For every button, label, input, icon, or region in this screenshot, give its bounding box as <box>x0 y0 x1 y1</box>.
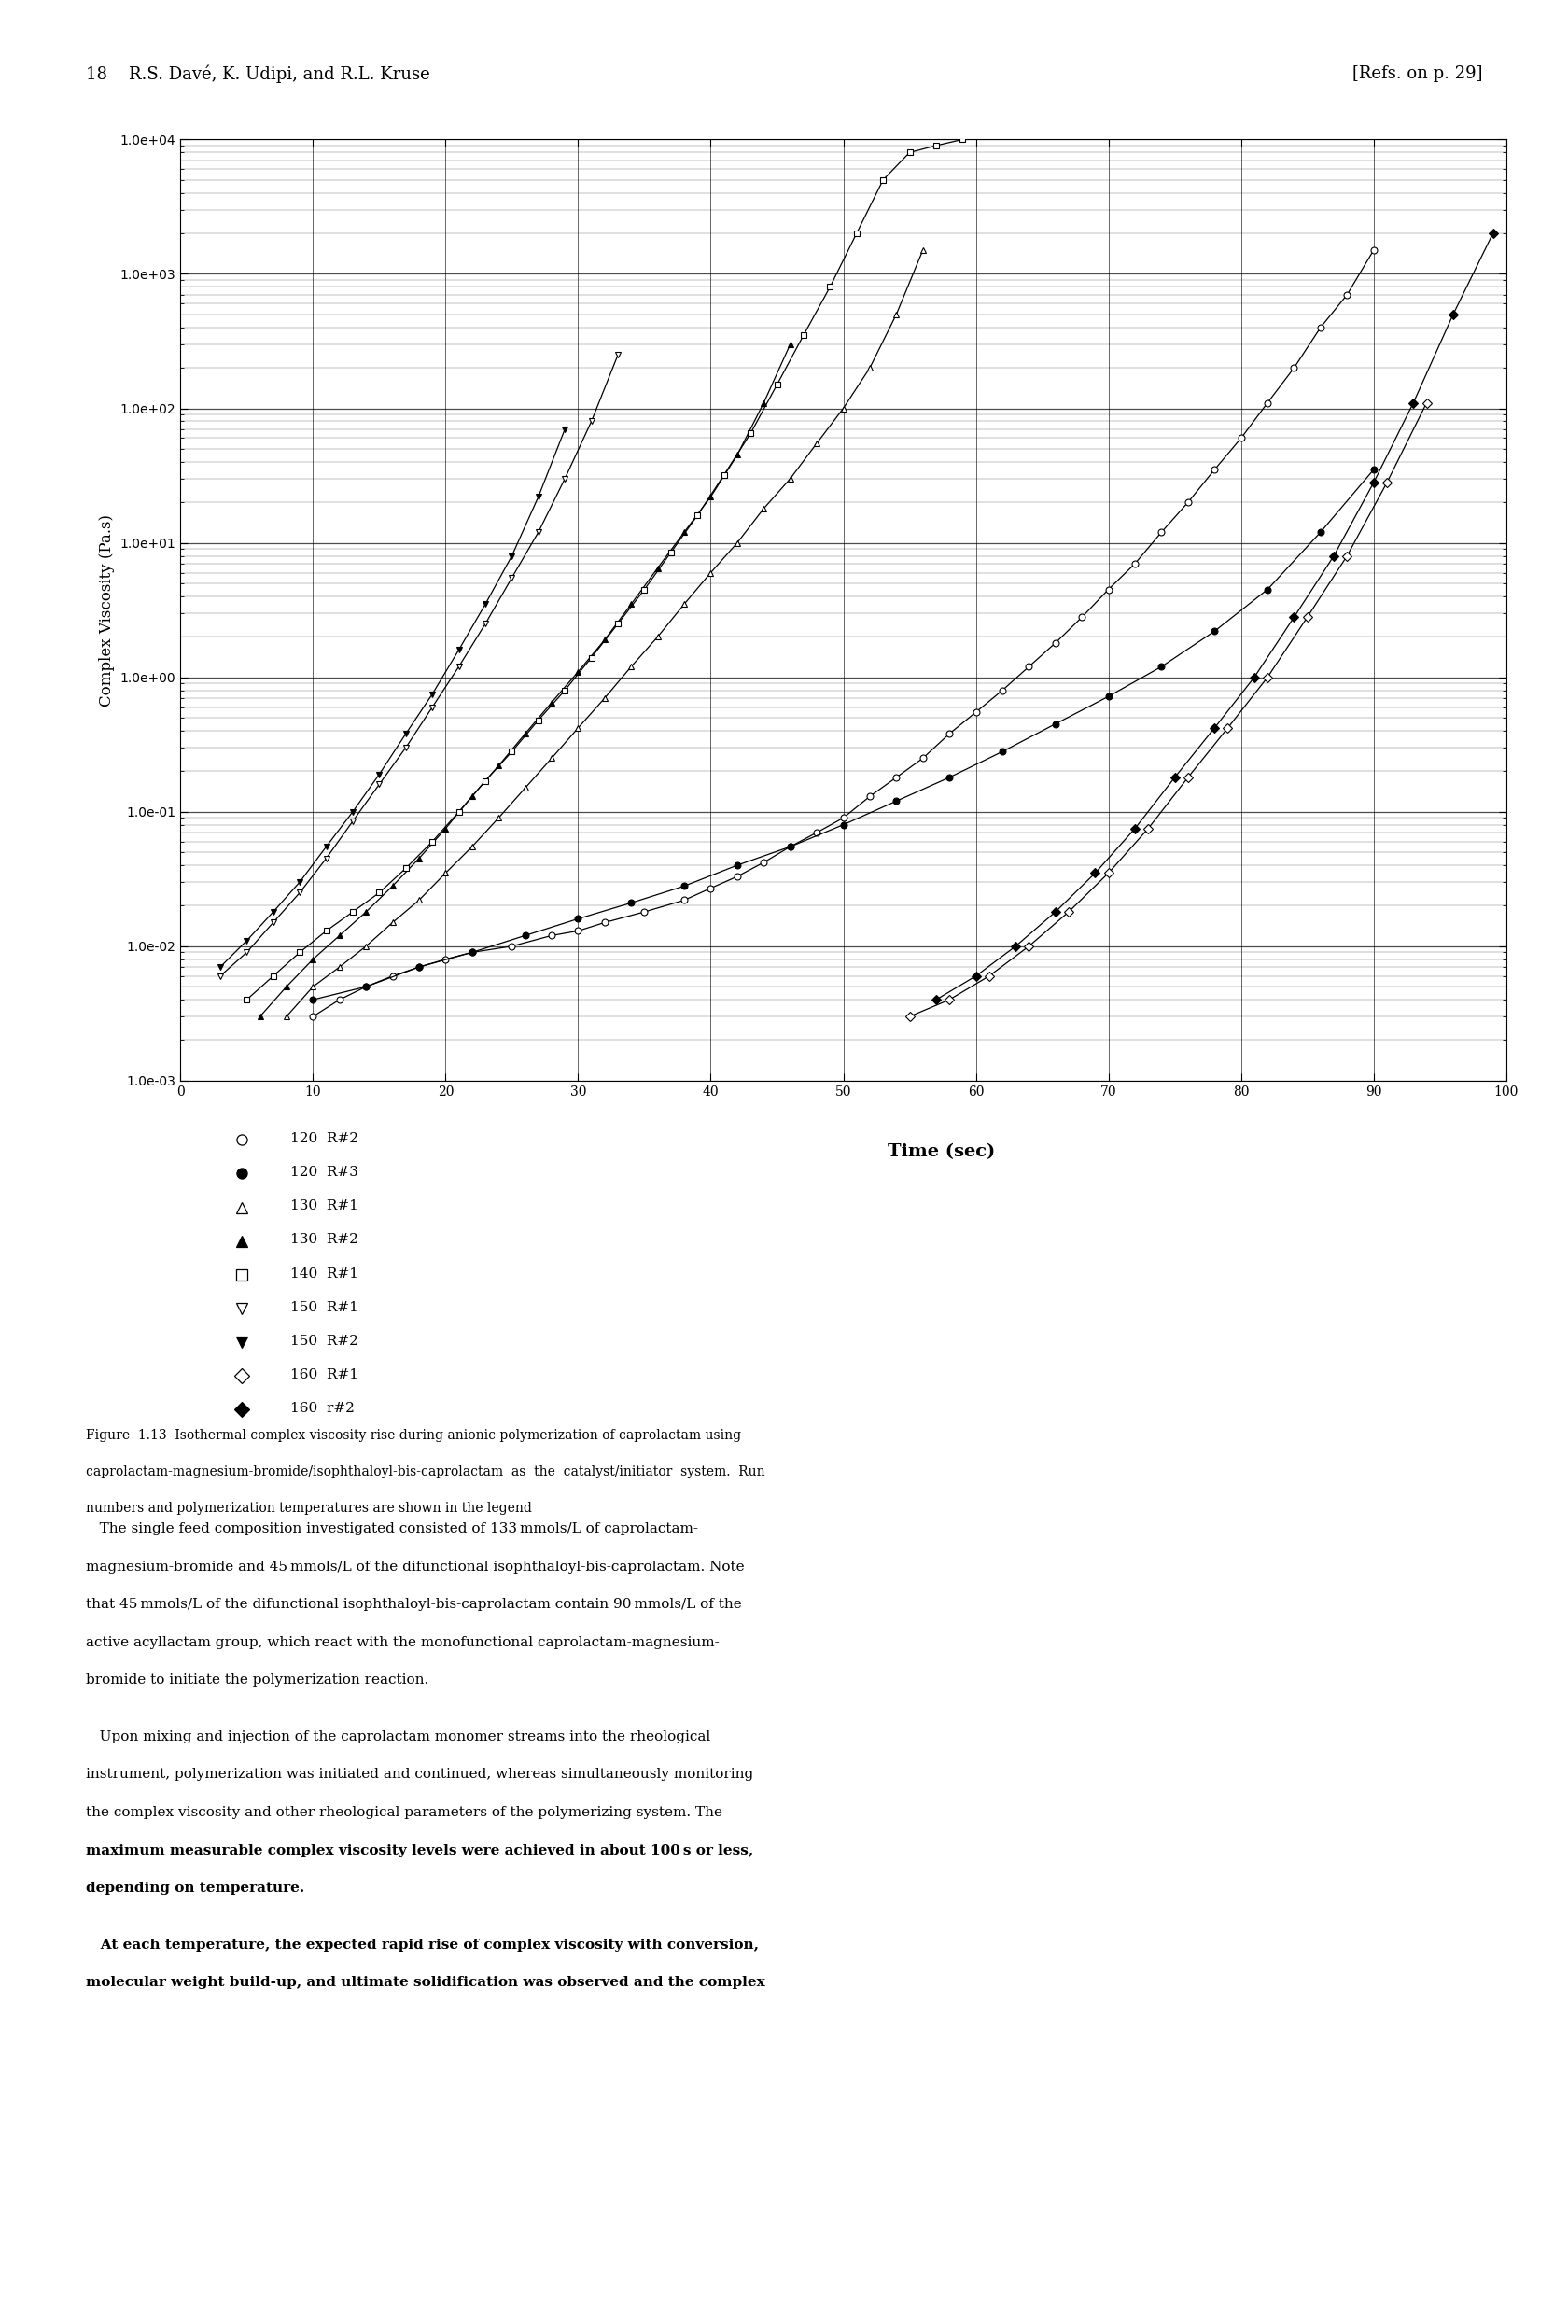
Y-axis label: Complex Viscosity (Pa.s): Complex Viscosity (Pa.s) <box>99 514 114 706</box>
Text: maximum measurable complex viscosity levels were achieved in about 100 s or less: maximum measurable complex viscosity lev… <box>86 1843 753 1857</box>
Text: Time (sec): Time (sec) <box>887 1143 994 1160</box>
Text: 18    R.S. Davé, K. Udipi, and R.L. Kruse: 18 R.S. Davé, K. Udipi, and R.L. Kruse <box>86 65 430 84</box>
Text: depending on temperature.: depending on temperature. <box>86 1882 304 1894</box>
Text: numbers and polymerization temperatures are shown in the legend: numbers and polymerization temperatures … <box>86 1501 532 1515</box>
Text: magnesium-bromide and 45 mmols/L of the difunctional isophthaloyl-bis-caprolacta: magnesium-bromide and 45 mmols/L of the … <box>86 1559 745 1573</box>
Text: 150  R#1: 150 R#1 <box>290 1301 358 1313</box>
Text: The single feed composition investigated consisted of 133 mmols/L of caprolactam: The single feed composition investigated… <box>86 1522 698 1536</box>
Text: active acyllactam group, which react with the monofunctional caprolactam-magnesi: active acyllactam group, which react wit… <box>86 1636 720 1650</box>
Text: 150  R#2: 150 R#2 <box>290 1334 358 1348</box>
Text: that 45 mmols/L of the difunctional isophthaloyl-bis-caprolactam contain 90 mmol: that 45 mmols/L of the difunctional isop… <box>86 1599 742 1611</box>
Text: 120  R#3: 120 R#3 <box>290 1167 358 1178</box>
Text: 130  R#1: 130 R#1 <box>290 1199 358 1213</box>
Text: caprolactam-magnesium-bromide/isophthaloyl-bis-caprolactam  as  the  catalyst/in: caprolactam-magnesium-bromide/isophthalo… <box>86 1466 765 1478</box>
Text: molecular weight build-up, and ultimate solidification was observed and the comp: molecular weight build-up, and ultimate … <box>86 1975 765 1989</box>
Text: Figure  1.13  Isothermal complex viscosity rise during anionic polymerization of: Figure 1.13 Isothermal complex viscosity… <box>86 1429 742 1443</box>
Text: Upon mixing and injection of the caprolactam monomer streams into the rheologica: Upon mixing and injection of the caprola… <box>86 1729 710 1743</box>
Text: 130  R#2: 130 R#2 <box>290 1234 358 1246</box>
Text: 160  r#2: 160 r#2 <box>290 1401 354 1415</box>
Text: instrument, polymerization was initiated and continued, whereas simultaneously m: instrument, polymerization was initiated… <box>86 1769 753 1780</box>
Text: 160  R#1: 160 R#1 <box>290 1369 358 1380</box>
Text: At each temperature, the expected rapid rise of complex viscosity with conversio: At each temperature, the expected rapid … <box>86 1938 759 1952</box>
Text: 140  R#1: 140 R#1 <box>290 1267 358 1281</box>
Text: [Refs. on p. 29]: [Refs. on p. 29] <box>1352 65 1482 81</box>
Text: 120  R#2: 120 R#2 <box>290 1132 358 1146</box>
Text: bromide to initiate the polymerization reaction.: bromide to initiate the polymerization r… <box>86 1673 428 1687</box>
Text: the complex viscosity and other rheological parameters of the polymerizing syste: the complex viscosity and other rheologi… <box>86 1806 723 1820</box>
